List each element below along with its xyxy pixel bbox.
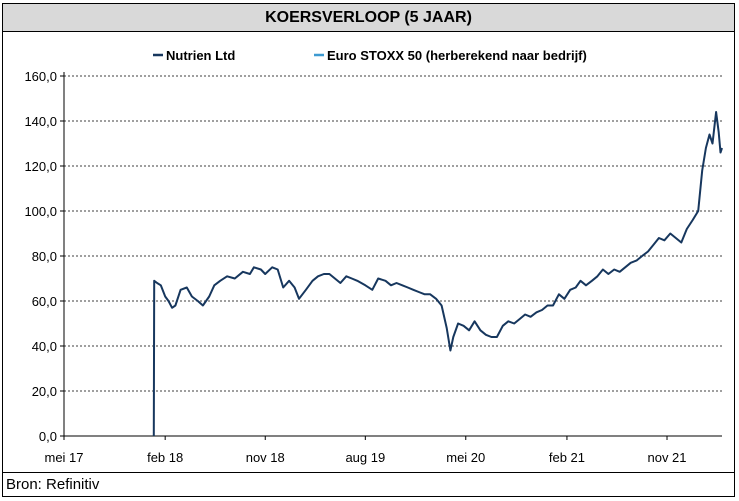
legend-label-1: Euro STOXX 50 (herberekend naar bedrijf) [327, 48, 587, 63]
x-tick-label: nov 18 [246, 450, 285, 465]
legend: Nutrien Ltd Euro STOXX 50 (herberekend na… [153, 48, 587, 63]
y-tick-label: 120,0 [24, 159, 57, 174]
x-tick-label: mei 17 [44, 450, 83, 465]
y-tick-labels: 0,0 20,0 40,0 60,0 80,0 100,0 120,0 140,0 160,0 [24, 69, 57, 444]
x-tick-label: feb 21 [549, 450, 585, 465]
grid-lines [64, 75, 722, 392]
series-lines [152, 111, 723, 437]
chart-frame: KOERSVERLOOP (5 JAAR) Bron: Refinitiv [2, 3, 735, 497]
y-tick-label: 160,0 [24, 69, 57, 84]
y-tick-label: 80,0 [32, 249, 57, 264]
x-tick-label: nov 21 [647, 450, 686, 465]
series-line-0 [152, 111, 723, 437]
y-tick-label: 0,0 [39, 429, 57, 444]
x-tick-label: mei 20 [446, 450, 485, 465]
y-tick-label: 20,0 [32, 384, 57, 399]
y-tick-label: 100,0 [24, 204, 57, 219]
x-tick-label: feb 18 [147, 450, 183, 465]
axes [60, 72, 722, 440]
y-tick-label: 40,0 [32, 339, 57, 354]
y-tick-label: 140,0 [24, 114, 57, 129]
chart-source: Bron: Refinitiv [3, 472, 734, 496]
chart-title: KOERSVERLOOP (5 JAAR) [3, 4, 734, 32]
x-tick-label: aug 19 [345, 450, 385, 465]
legend-label-0: Nutrien Ltd [166, 48, 235, 63]
y-tick-label: 60,0 [32, 294, 57, 309]
x-tick-labels: mei 17 feb 18 nov 18 aug 19 mei 20 feb 21 nov … [44, 450, 686, 465]
